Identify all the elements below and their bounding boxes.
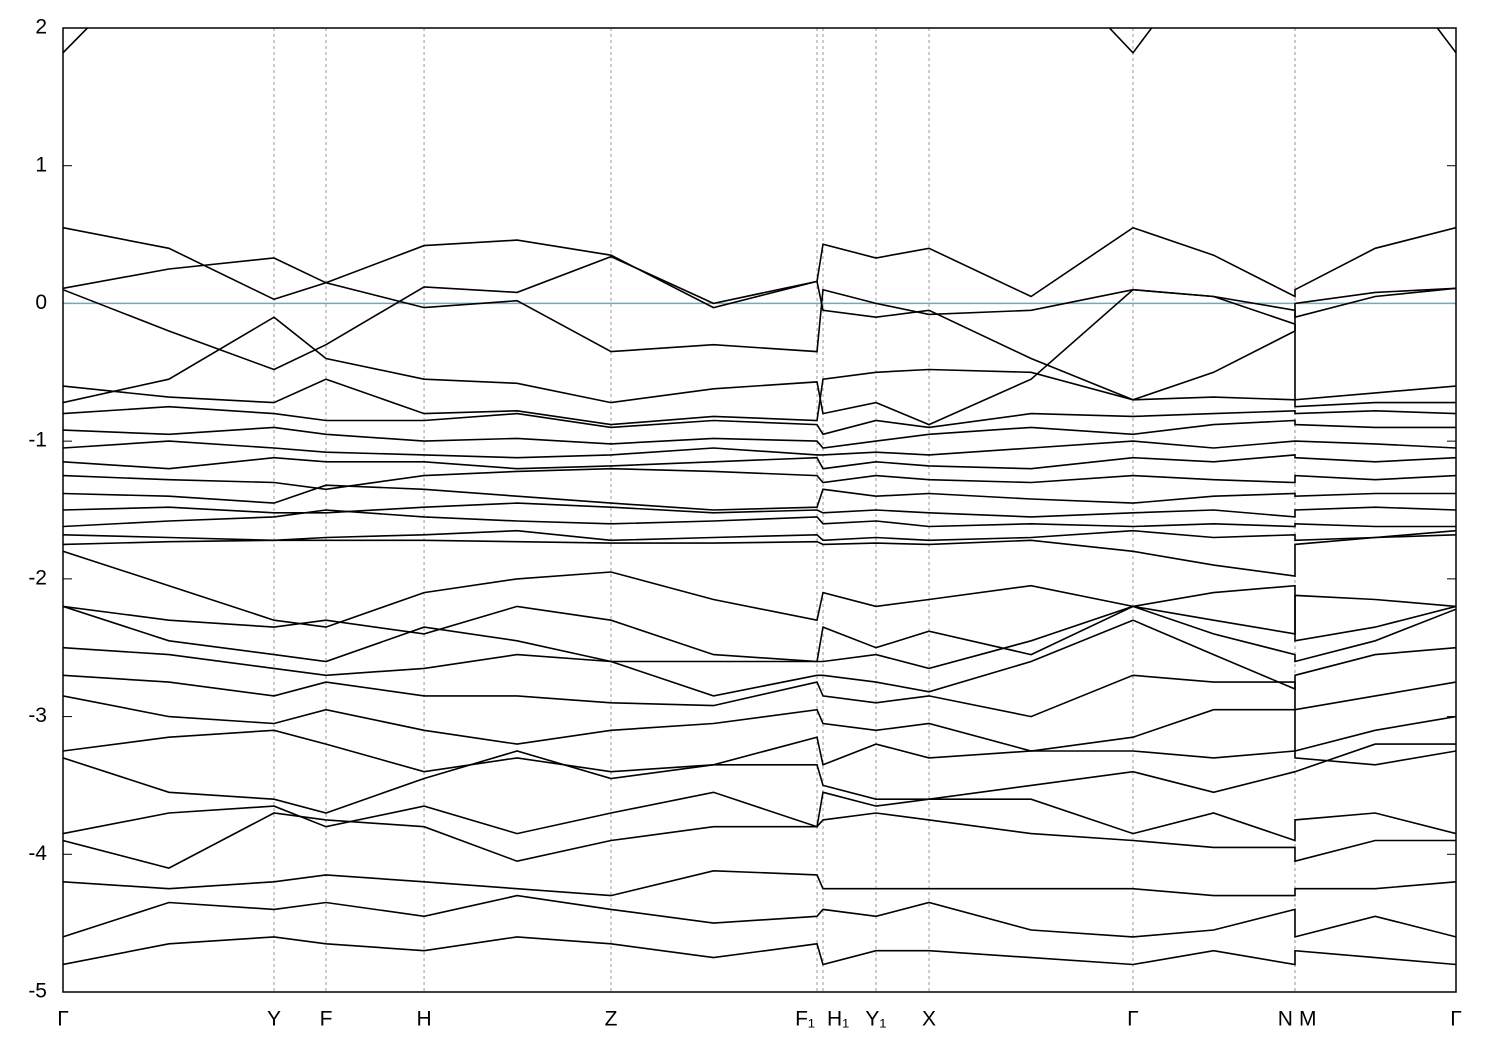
y-tick-label: 0	[35, 291, 47, 314]
band-line	[63, 502, 1456, 518]
y-tick-label: 2	[35, 16, 47, 39]
x-tick-label: Γ	[57, 1008, 69, 1031]
band-line	[63, 743, 1456, 814]
band-line	[63, 255, 1456, 401]
band-line	[63, 695, 1456, 753]
x-tick-label: H₁	[827, 1008, 849, 1031]
x-tick-label: M	[1299, 1008, 1317, 1031]
y-tick-label: 1	[35, 153, 47, 176]
x-tick-label: Y	[267, 1008, 281, 1031]
band-line	[63, 791, 1456, 842]
band-line	[63, 605, 1456, 670]
band-line	[63, 288, 1456, 426]
band-line	[63, 894, 1456, 938]
band-line	[63, 440, 1456, 459]
y-tick-label: -5	[28, 980, 47, 1003]
band-line	[63, 454, 1456, 470]
band-line	[63, 509, 1456, 528]
x-tick-label: F	[320, 1008, 333, 1031]
band-line	[63, 812, 1456, 869]
plot-frame	[62, 27, 1457, 993]
band-line	[63, 529, 1456, 578]
x-tick-label: H	[416, 1008, 431, 1031]
x-tick-label: Z	[605, 1008, 618, 1031]
band-line	[63, 729, 1456, 773]
band-line	[63, 368, 1456, 426]
y-tick-label: -2	[28, 566, 47, 589]
band-line	[63, 405, 1456, 436]
band-line	[63, 484, 1456, 511]
y-tick-label: -3	[28, 704, 47, 727]
x-tick-label: X	[922, 1008, 936, 1031]
band-line	[63, 467, 1456, 491]
band-line	[63, 869, 1456, 897]
y-tick-label: -1	[28, 429, 47, 452]
band-line	[63, 529, 1456, 542]
band-line	[63, 674, 1456, 718]
band-line	[63, 584, 1456, 663]
bands	[63, 28, 1456, 966]
band-line	[63, 419, 1456, 449]
x-tick-label: Γ	[1450, 1008, 1462, 1031]
x-tick-label: Γ	[1127, 1008, 1139, 1031]
x-tick-label: F₁	[795, 1008, 815, 1031]
band-line	[63, 226, 1456, 309]
band-line	[63, 28, 1456, 55]
band-line	[63, 936, 1456, 966]
x-tick-label: Y₁	[865, 1008, 886, 1031]
y-tick-label: -4	[28, 842, 47, 865]
x-tick-label: N	[1278, 1008, 1293, 1031]
band-line	[63, 550, 1456, 635]
